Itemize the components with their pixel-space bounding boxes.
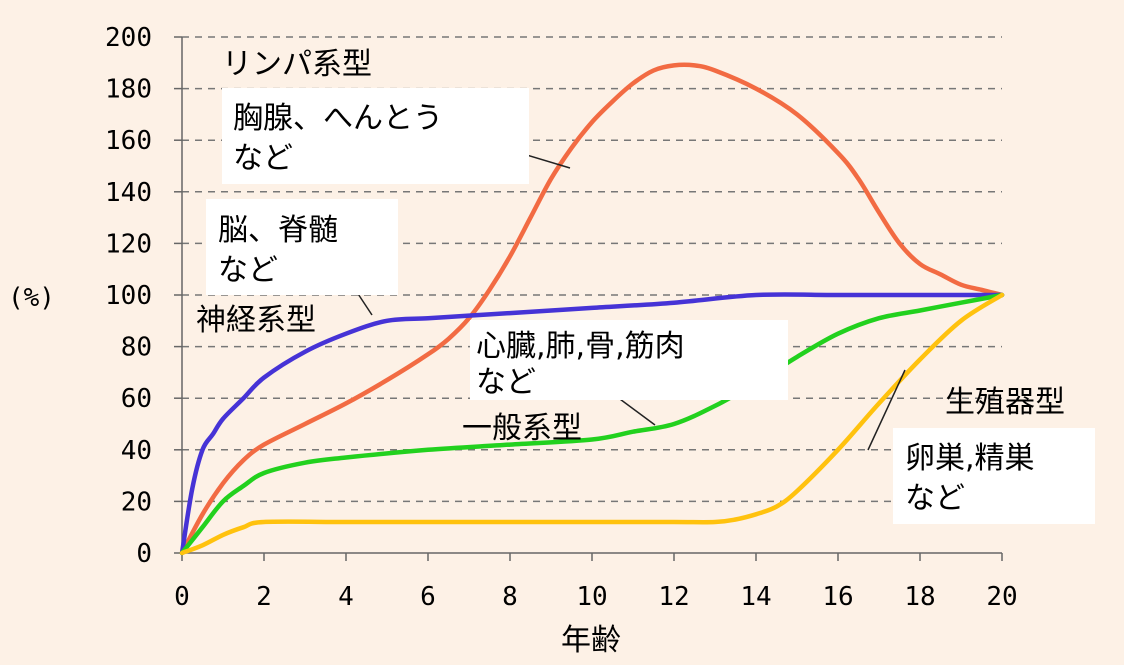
x-tick-label-10: 10	[576, 582, 607, 612]
x-tick-label-20: 20	[986, 582, 1017, 612]
series-line-general	[179, 292, 1005, 556]
axes	[174, 36, 1003, 561]
label-brain-line1: 脳、脊髄	[218, 213, 338, 248]
x-tick-label-18: 18	[904, 582, 935, 612]
y-tick-label-0: 0	[136, 539, 152, 569]
label-brain-line2: など	[218, 253, 278, 288]
label-box-brain	[206, 199, 398, 295]
x-tick-label-12: 12	[658, 582, 689, 612]
label-ovary-line1: 卵巣,精巣	[905, 441, 1035, 476]
series-line-lymph	[179, 62, 1005, 556]
label-neural-type: 神経系型	[196, 303, 316, 338]
label-box-ovary	[893, 428, 1095, 524]
x-tick-label-16: 16	[822, 582, 853, 612]
leader-line-ovary	[867, 369, 906, 451]
series-lines	[179, 62, 1005, 556]
label-lymph-type: リンパ系型	[222, 47, 372, 82]
label-thymus-line2: など	[233, 141, 293, 176]
label-thymus-line1: 胸腺、へんとう	[233, 101, 443, 136]
y-tick-label-160: 160	[105, 126, 152, 156]
y-axis-label: (%)	[8, 283, 55, 313]
label-general-type: 一般系型	[462, 411, 582, 446]
y-tick-label-120: 120	[105, 229, 152, 259]
label-box-thymus	[222, 88, 529, 184]
x-tick-label-8: 8	[502, 582, 518, 612]
label-heart-line1: 心臓,肺,骨,筋肉	[476, 329, 685, 364]
x-tick-label-14: 14	[740, 582, 771, 612]
series-line-neural	[179, 292, 1005, 556]
label-ovary-line2: など	[905, 481, 965, 516]
label-heart-line2: など	[476, 365, 536, 400]
x-tick-label-0: 0	[174, 582, 190, 612]
y-tick-label-200: 200	[105, 23, 152, 53]
y-tick-label-180: 180	[105, 75, 152, 105]
label-box-heart	[470, 320, 788, 400]
y-tick-label-140: 140	[105, 178, 152, 208]
y-tick-label-20: 20	[121, 487, 152, 517]
x-tick-label-6: 6	[420, 582, 436, 612]
y-tick-label-60: 60	[121, 384, 152, 414]
x-tick-label-2: 2	[256, 582, 272, 612]
series-line-reproductive	[179, 292, 1005, 556]
x-tick-label-4: 4	[338, 582, 354, 612]
x-tick-labels: 0 2 4 6 8 10 12 14 16 18 20	[174, 582, 1017, 612]
y-tick-label-100: 100	[105, 281, 152, 311]
y-tick-label-80: 80	[121, 333, 152, 363]
label-repro-type: 生殖器型	[945, 385, 1065, 420]
x-axis-label: 年齢	[561, 623, 621, 658]
y-tick-labels: 0 20 40 60 80 100 120 140 160 180 200	[105, 23, 152, 569]
y-tick-label-40: 40	[121, 436, 152, 466]
